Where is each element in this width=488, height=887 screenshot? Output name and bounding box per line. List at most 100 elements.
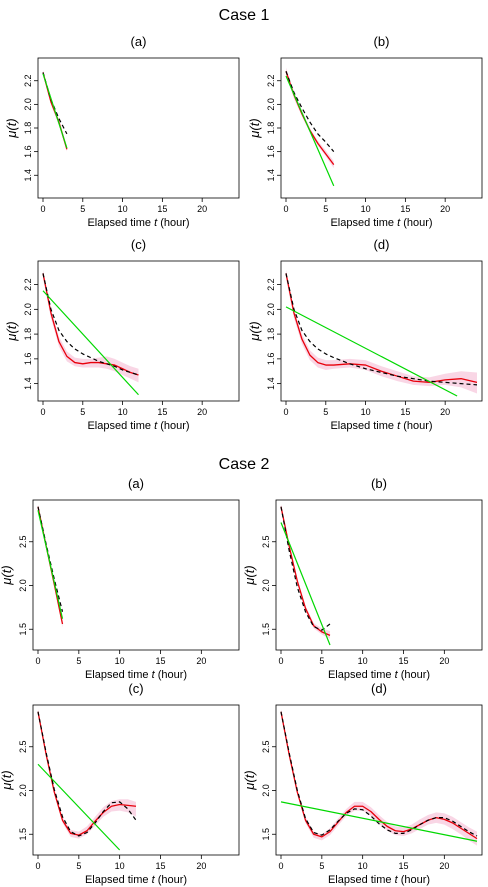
confidence-band <box>38 709 136 839</box>
y-tick-label: 1.4 <box>266 169 276 182</box>
x-tick-label: 5 <box>319 861 324 871</box>
panel-label: (c) <box>131 237 146 252</box>
panel-case-1-b: (b) 0 5 10 15 20 1.4 1.6 1.8 2.0 2.2 Elapsed time t… <box>247 34 483 229</box>
y-tick-label: 2.0 <box>266 303 276 316</box>
y-tick-label: 2.5 <box>18 535 28 548</box>
y-tick-label: 1.4 <box>23 377 33 390</box>
panel-case-1-d: (d) 0 5 10 15 20 1.4 1.6 1.8 2.0 2.2 Elapsed time t… <box>247 237 483 432</box>
estimate-line <box>42 273 139 376</box>
y-tick-label: 2.0 <box>18 784 28 797</box>
x-tick-label: 15 <box>400 407 410 417</box>
linear-fit-line <box>280 801 478 842</box>
x-tick-label: 0 <box>283 407 288 417</box>
x-tick-label: 0 <box>35 861 40 871</box>
panel-label: (d) <box>371 681 387 696</box>
x-tick-label: 10 <box>361 204 371 214</box>
y-tick-label: 2.0 <box>261 784 271 797</box>
y-tick-label: 2.0 <box>23 98 33 111</box>
plot-frame <box>32 499 240 651</box>
x-tick-label: 10 <box>358 861 368 871</box>
x-tick-label: 20 <box>439 656 449 666</box>
y-tick-label: 2.0 <box>266 98 276 111</box>
x-tick-label: 20 <box>440 407 450 417</box>
x-tick-label: 0 <box>40 407 45 417</box>
y-tick-label: 2.5 <box>261 740 271 753</box>
y-tick-label: 1.6 <box>266 353 276 366</box>
x-axis-label: Elapsed time t (hour) <box>85 874 187 886</box>
y-axis-label: μ(t) <box>0 770 14 790</box>
plot-frame <box>32 704 240 856</box>
linear-fit-line <box>37 763 121 851</box>
x-tick-label: 5 <box>80 204 85 214</box>
y-tick-label: 2.2 <box>23 278 33 291</box>
x-tick-label: 15 <box>398 861 408 871</box>
plot-frame <box>37 260 240 402</box>
x-tick-label: 20 <box>196 861 206 871</box>
y-axis-label: μ(t) <box>242 770 257 790</box>
linear-fit-line <box>42 290 139 396</box>
linear-fit-line <box>37 510 64 619</box>
x-tick-label: 5 <box>76 861 81 871</box>
x-tick-label: 0 <box>278 861 283 871</box>
x-tick-label: 10 <box>118 407 128 417</box>
y-tick-label: 2.5 <box>261 535 271 548</box>
y-tick-label: 1.6 <box>23 145 33 158</box>
panel-case-2-a: (a) 0 5 10 15 20 1.5 2.0 2.5 Elapsed time t (hour… <box>0 476 240 681</box>
confidence-band <box>286 269 477 394</box>
plot-frame <box>280 260 483 402</box>
y-tick-label: 1.6 <box>23 353 33 366</box>
x-axis-label: Elapsed time t (hour) <box>328 669 430 681</box>
x-tick-label: 20 <box>196 656 206 666</box>
y-axis-label: μ(t) <box>242 565 257 585</box>
linear-fit-line <box>42 73 68 149</box>
x-axis-label: Elapsed time t (hour) <box>330 420 432 432</box>
panel-case-1-c: (c) 0 5 10 15 20 1.4 1.6 1.8 2.0 2.2 Elapsed time t… <box>4 237 240 432</box>
plot-frame <box>280 57 483 199</box>
panel-case-1-a: (a) 0 5 10 15 20 1.4 1.6 1.8 2.0 2.2 Elapsed time t… <box>4 34 240 229</box>
y-tick-label: 2.0 <box>18 579 28 592</box>
true-curve-line <box>42 72 68 135</box>
y-tick-label: 2.2 <box>266 278 276 291</box>
x-tick-label: 5 <box>323 204 328 214</box>
x-tick-label: 15 <box>157 204 167 214</box>
x-tick-label: 10 <box>358 656 368 666</box>
x-tick-label: 0 <box>283 204 288 214</box>
y-tick-label: 1.4 <box>23 169 33 182</box>
x-tick-label: 20 <box>439 861 449 871</box>
x-axis-label: Elapsed time t (hour) <box>87 217 189 229</box>
true-curve-line <box>37 506 64 612</box>
y-tick-label: 1.5 <box>261 623 271 636</box>
x-axis-label: Elapsed time t (hour) <box>85 669 187 681</box>
estimate-line <box>285 273 478 384</box>
y-tick-label: 2.2 <box>23 74 33 87</box>
y-tick-label: 1.5 <box>18 623 28 636</box>
x-tick-label: 0 <box>40 204 45 214</box>
true-curve-line <box>37 711 137 837</box>
estimate-line <box>280 506 331 636</box>
panel-label: (d) <box>374 237 390 252</box>
x-tick-label: 15 <box>155 861 165 871</box>
x-tick-label: 20 <box>440 204 450 214</box>
y-tick-label: 2.0 <box>23 303 33 316</box>
panel-label: (b) <box>374 34 390 49</box>
true-curve-line <box>280 711 478 837</box>
linear-fit-line <box>285 306 458 397</box>
plot-frame <box>275 499 483 651</box>
y-axis-label: μ(t) <box>4 118 19 138</box>
x-tick-label: 0 <box>278 656 283 666</box>
estimate-line <box>37 711 137 836</box>
confidence-band <box>286 67 334 169</box>
y-tick-label: 1.6 <box>266 145 276 158</box>
x-tick-label: 15 <box>400 204 410 214</box>
panels-group: (a) 0 5 10 15 20 1.4 1.6 1.8 2.0 2.2 Elapsed time t… <box>0 34 483 886</box>
y-tick-label: 1.5 <box>18 828 28 841</box>
true-curve-line <box>42 273 139 376</box>
confidence-band <box>281 504 330 639</box>
x-tick-label: 10 <box>118 204 128 214</box>
true-curve-line <box>280 506 331 631</box>
x-axis-label: Elapsed time t (hour) <box>330 217 432 229</box>
estimate-line <box>280 711 478 840</box>
linear-fit-line <box>280 522 331 646</box>
y-axis-label: μ(t) <box>247 321 262 341</box>
